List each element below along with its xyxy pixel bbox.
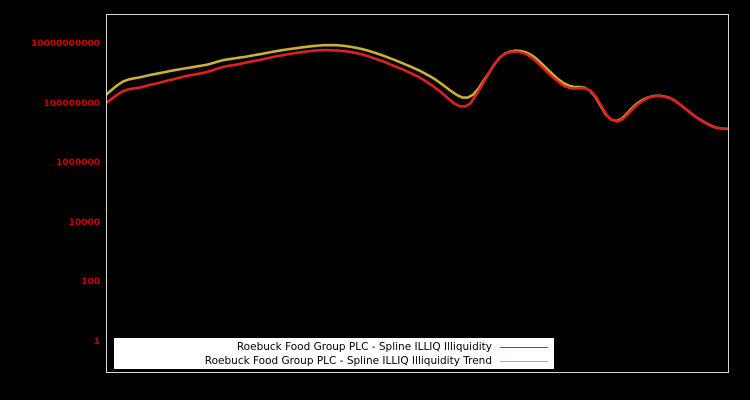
y-axis-tick-label: 100000000 bbox=[43, 98, 100, 109]
legend-entry-label: Roebuck Food Group PLC - Spline ILLIQ Il… bbox=[236, 341, 492, 353]
legend-entry[interactable]: Roebuck Food Group PLC - Spline ILLIQ Il… bbox=[114, 340, 554, 354]
legend-entry[interactable]: Roebuck Food Group PLC - Spline ILLIQ Il… bbox=[114, 354, 554, 368]
y-axis-tick-label: 10000000000 bbox=[31, 39, 100, 49]
legend-color-swatch bbox=[500, 346, 548, 348]
y-axis-tick-label: 10000 bbox=[68, 217, 100, 228]
legend: Roebuck Food Group PLC - Spline ILLIQ Il… bbox=[114, 338, 554, 369]
legend-color-swatch bbox=[500, 360, 548, 362]
y-axis-tick-label: 100 bbox=[81, 277, 100, 288]
series-line bbox=[107, 43, 728, 131]
y-axis-tick-label: 1 bbox=[93, 337, 100, 347]
plot-frame bbox=[106, 14, 729, 373]
series-line bbox=[107, 48, 728, 131]
legend-entry-label: Roebuck Food Group PLC - Spline ILLIQ Il… bbox=[204, 355, 492, 367]
y-axis-tick-label: 1000000 bbox=[56, 158, 100, 169]
